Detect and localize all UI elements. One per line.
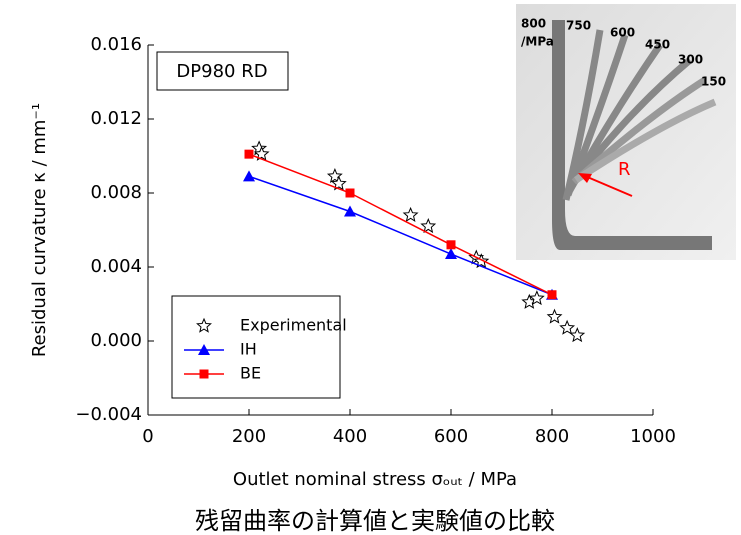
y-axis-label: Residual curvature κ / mm⁻¹ [29,103,50,357]
y-tick-label: 0.016 [90,34,142,55]
y-tick-label: −0.004 [75,404,142,425]
inset-label: /MPa [521,35,554,49]
data-point [404,208,417,221]
data-point [548,310,561,323]
x-tick-label: 400 [333,426,367,447]
y-tick-label: 0.008 [90,182,142,203]
data-point [346,189,355,198]
x-tick-label: 200 [232,426,266,447]
y-tick-label: 0.012 [90,108,142,129]
data-point [447,240,456,249]
series-line [249,176,552,294]
inset-label: 450 [645,38,670,52]
data-point [344,206,356,217]
legend-label: IH [240,340,257,359]
inset-label: 600 [610,26,635,40]
data-point [561,321,574,334]
inset-label: 800 [521,17,546,31]
inset-label: 300 [678,53,703,67]
inset-label: R [618,159,631,180]
data-point [245,150,254,159]
legend-marker [200,370,209,379]
legend-label: Experimental [240,316,347,335]
legend-label: BE [240,364,261,383]
data-point [548,290,557,299]
annotation: DP980 RD [176,61,267,82]
data-point [445,248,457,259]
inset-label: 750 [566,19,591,33]
x-tick-label: 800 [535,426,569,447]
y-tick-label: 0.004 [90,256,142,277]
caption: 残留曲率の計算値と実験値の比較 [195,507,555,535]
series-line [249,154,552,295]
x-tick-label: 1000 [630,426,676,447]
x-tick-label: 600 [434,426,468,447]
data-point [243,170,255,181]
inset-label: 150 [701,75,726,89]
data-point [571,328,584,341]
chart: DP980 RD Outlet nominal stress σₒᵤₜ / MP… [0,0,741,535]
x-axis-label: Outlet nominal stress σₒᵤₜ / MPa [233,469,517,490]
x-tick-label: 0 [142,426,153,447]
y-tick-label: 0.000 [90,330,142,351]
